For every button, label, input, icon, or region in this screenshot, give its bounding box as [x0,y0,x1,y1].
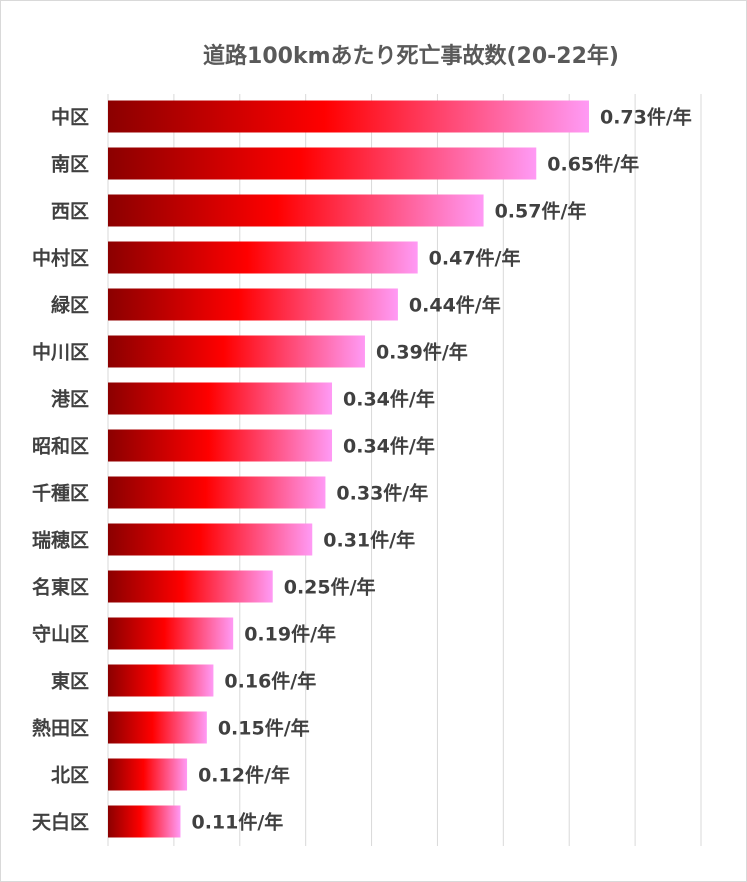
chart-title: 道路100kmあたり死亡事故数(20-22年) [203,43,619,69]
bar-13 [108,711,207,744]
category-label: 昭和区 [32,435,89,458]
category-label: 守山区 [32,623,89,646]
bar-12 [108,664,214,697]
value-label: 0.57件/年 [495,200,587,223]
bar-7 [108,429,333,462]
value-label: 0.34件/年 [343,388,435,411]
bar-3 [108,241,418,274]
category-label: 中区 [51,106,89,129]
value-label: 0.65件/年 [547,153,639,176]
category-label: 港区 [51,389,89,411]
value-label: 0.19件/年 [244,623,336,646]
value-label: 0.11件/年 [191,811,283,834]
value-label: 0.31件/年 [323,529,415,552]
category-label: 天白区 [32,811,89,834]
bar-2 [108,194,484,227]
bar-0 [108,100,589,133]
value-label: 0.44件/年 [409,294,501,317]
category-label: 北区 [51,765,89,787]
bar-14 [108,758,188,791]
bar-8 [108,476,326,509]
bar-6 [108,382,333,415]
category-label: 東区 [51,670,89,693]
value-label: 0.39件/年 [376,341,468,364]
category-label: 緑区 [51,294,89,317]
bar-11 [108,617,234,650]
value-label: 0.12件/年 [198,764,290,787]
value-label: 0.15件/年 [218,717,310,740]
bar-15 [108,805,181,838]
value-label: 0.25件/年 [284,576,376,599]
category-label: 瑞穂区 [32,529,89,552]
category-label: 名東区 [32,576,89,599]
value-label: 0.33件/年 [336,482,428,505]
category-label: 南区 [51,154,89,176]
category-label: 熱田区 [32,717,89,740]
category-label: 西区 [51,201,89,223]
category-label: 中川区 [32,341,89,364]
category-label: 中村区 [32,247,89,270]
value-label: 0.73件/年 [600,106,692,129]
value-label: 0.47件/年 [429,247,521,270]
value-label: 0.16件/年 [224,670,316,693]
bar-1 [108,147,537,180]
bar-9 [108,523,313,556]
bar-4 [108,288,398,321]
value-label: 0.34件/年 [343,435,435,458]
bars [108,100,589,838]
category-label: 千種区 [32,483,89,505]
bar-5 [108,335,365,368]
bar-10 [108,570,273,603]
